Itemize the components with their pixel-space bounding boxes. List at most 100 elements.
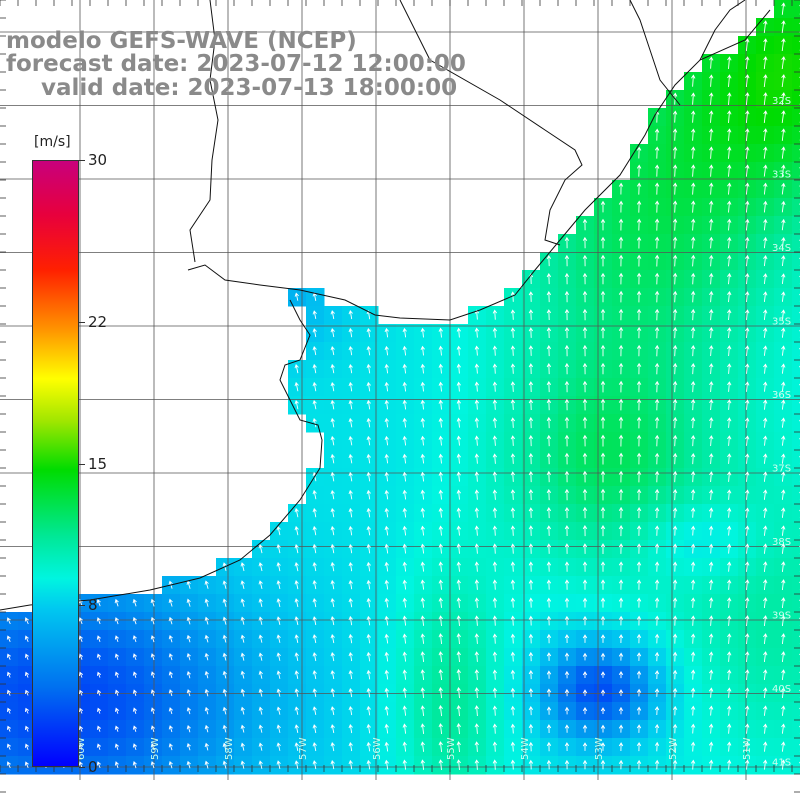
border-uruguay-brazil (399, 0, 583, 246)
wind-arrow (312, 381, 317, 392)
wind-arrow (546, 398, 552, 411)
wind-arrow (582, 634, 588, 643)
wind-arrow (636, 688, 642, 697)
wind-arrow (781, 182, 786, 195)
wind-arrow (636, 146, 642, 159)
wind-arrow (708, 543, 714, 554)
wind-arrow (709, 290, 714, 303)
wind-arrow (672, 597, 678, 608)
wind-arrow (546, 507, 552, 519)
wind-arrow (763, 615, 768, 627)
wind-arrow (366, 417, 371, 428)
wind-arrow (690, 381, 696, 393)
wind-arrow (709, 146, 714, 159)
wind-arrow (492, 651, 498, 662)
wind-arrow (150, 743, 155, 751)
wind-arrow (546, 525, 552, 536)
wind-arrow (402, 399, 407, 410)
wind-arrow (636, 579, 642, 590)
wind-arrow (186, 652, 191, 661)
wind-arrow (672, 615, 678, 626)
wind-arrow (168, 707, 173, 715)
wind-arrow (745, 273, 750, 285)
wind-arrow (78, 761, 83, 769)
wind-arrow (636, 742, 642, 752)
wind-arrow (781, 741, 786, 752)
wind-arrow (564, 742, 570, 752)
wind-arrow (582, 308, 588, 321)
wind-arrow (654, 416, 660, 429)
wind-arrow (456, 471, 461, 482)
wind-arrow (78, 725, 84, 732)
wind-arrow (709, 471, 714, 483)
wind-arrow (492, 309, 498, 320)
wind-arrow (618, 543, 624, 554)
wind-arrow (781, 579, 786, 591)
wind-arrow (456, 399, 461, 410)
wind-arrow (6, 761, 11, 769)
wind-arrow (510, 309, 516, 320)
wind-arrow (672, 633, 678, 644)
valid-date: valid date: 2023-07-13 18:00:00 (41, 75, 458, 101)
wind-arrow (312, 598, 317, 608)
wind-arrow (456, 597, 461, 608)
wind-arrow (600, 236, 606, 249)
wind-arrow (96, 671, 102, 678)
wind-arrow (240, 598, 245, 607)
wind-arrow (456, 381, 461, 392)
wind-arrow (330, 616, 335, 626)
wind-arrow (258, 742, 263, 751)
wind-arrow (546, 633, 552, 644)
wind-arrow (727, 327, 732, 339)
wind-arrow (564, 507, 570, 519)
wind-arrow (763, 128, 768, 141)
wind-arrow (745, 164, 750, 177)
wind-arrow (582, 488, 588, 501)
wind-arrow (510, 327, 516, 338)
wind-arrow (312, 688, 317, 697)
wind-arrow (366, 687, 371, 698)
wind-arrow (438, 507, 443, 518)
wind-arrow (366, 651, 371, 662)
wind-arrow (654, 254, 660, 267)
wind-arrow (781, 687, 786, 698)
wind-arrow (763, 417, 768, 428)
wind-arrow (690, 633, 696, 644)
wind-arrow (222, 688, 227, 697)
wind-arrow (186, 724, 191, 733)
wind-arrow (763, 723, 768, 734)
wind-arrow (727, 363, 732, 374)
wind-arrow (276, 706, 281, 715)
wind-arrow (618, 182, 624, 195)
wind-arrow (745, 146, 750, 159)
wind-arrow (654, 688, 660, 697)
wind-arrow (745, 759, 750, 770)
wind-cell (792, 630, 800, 649)
longitude-labels: 60W 59W 58W 57W 56W 55W 54W 53W 52W 51W (76, 737, 753, 760)
wind-arrow (582, 561, 588, 572)
wind-arrow (618, 671, 624, 679)
wind-arrow (114, 671, 119, 678)
wind-cell (792, 198, 800, 217)
wind-arrow (582, 615, 588, 626)
wind-arrow (312, 363, 317, 374)
wind-arrow (240, 742, 245, 751)
wind-arrow (402, 579, 407, 590)
wind-arrow (420, 381, 425, 392)
wind-arrow (654, 706, 660, 716)
wind-arrow (672, 362, 678, 375)
wind-arrow (781, 615, 786, 627)
wind-arrow (763, 687, 768, 698)
wind-arrow (474, 399, 480, 410)
wind-arrow (564, 309, 570, 321)
wind-arrow (312, 670, 317, 680)
wind-arrow (492, 435, 498, 446)
wind-arrow (438, 417, 443, 428)
wind-arrow (636, 272, 642, 285)
wind-arrow (312, 562, 317, 572)
wind-arrow (708, 723, 714, 734)
wind-arrow (781, 507, 786, 518)
wind-arrow (276, 616, 281, 626)
wind-cell (792, 90, 800, 109)
wind-arrow (312, 760, 317, 770)
